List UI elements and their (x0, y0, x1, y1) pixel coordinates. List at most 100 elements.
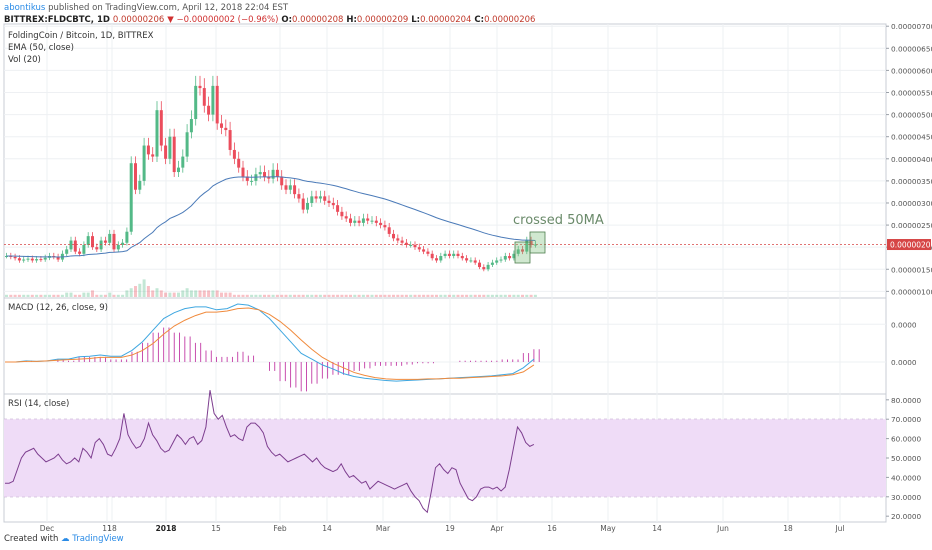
price-tick-label: 0.00000450 (891, 133, 932, 142)
candle-body (207, 105, 211, 115)
price-tick-label: 0.00000600 (891, 66, 932, 75)
volume-bars (5, 279, 537, 297)
candle-body (314, 196, 318, 199)
candle-body (17, 258, 21, 261)
candle-body (288, 185, 292, 190)
volume-bar (336, 294, 340, 297)
candle-body (215, 85, 219, 124)
candle-body (146, 145, 150, 155)
rsi-line (5, 390, 535, 514)
candle-body (452, 253, 456, 257)
volume-bar (9, 294, 13, 297)
rsi-pane-title: RSI (14, close) (8, 399, 69, 409)
candle-body (39, 259, 43, 261)
volume-bar (237, 294, 241, 297)
volume-bar (525, 294, 529, 297)
volume-bar (275, 294, 279, 297)
volume-bar (142, 279, 146, 297)
volume-bar (482, 294, 486, 297)
macd-pane-frame (3, 297, 887, 395)
volume-bar (159, 290, 163, 297)
price-tick-label: 0.00000100 (891, 287, 932, 296)
candle-body (374, 220, 378, 223)
volume-bar (465, 294, 469, 297)
volume-bar (241, 294, 245, 297)
volume-bar (400, 294, 404, 297)
volume-bar (69, 292, 73, 297)
candle-body (443, 253, 447, 257)
volume-bar (194, 290, 198, 297)
candle-body (357, 220, 361, 223)
candle-body (521, 249, 524, 252)
volume-bar (478, 294, 481, 297)
candle-body (396, 238, 400, 241)
volume-bar (65, 292, 69, 297)
y-axis-labels: 0.00000700 0.00000650 0.00000600 0.00000550… (886, 22, 932, 521)
time-tick-label: Dec (40, 524, 55, 533)
candle-body (306, 202, 309, 210)
time-tick-label: Jul (834, 524, 844, 533)
ticker-symbol: BITTREX:FLDCBTC, 1D (4, 15, 110, 25)
candle-body (435, 258, 438, 261)
volume-bar (121, 294, 125, 297)
candle-body (392, 233, 395, 239)
volume-bar (138, 283, 142, 297)
candle-body (172, 136, 176, 173)
volume-bar (151, 290, 155, 297)
volume-bar (155, 288, 159, 297)
author-link[interactable]: abontikus (4, 3, 46, 13)
candle-body (379, 222, 383, 226)
volume-bar (374, 294, 378, 297)
last-price-tag-label: 0.00000206 (890, 241, 932, 250)
footer: Created with ☁ TradingView (4, 534, 124, 544)
candle-body (267, 176, 271, 179)
candle-body (293, 185, 297, 195)
macd-histogram (25, 327, 540, 392)
volume-bar (349, 294, 352, 297)
candles (5, 75, 537, 272)
candle-body (99, 240, 103, 250)
volume-bar (288, 294, 292, 297)
candle-body (439, 256, 443, 261)
candle-body (168, 136, 172, 159)
time-tick-label: Mar (376, 524, 391, 533)
volume-bar (521, 294, 524, 297)
candle-body (409, 244, 413, 246)
price-tick-label: 0.00000650 (891, 44, 932, 53)
candle-body (456, 253, 460, 257)
volume-bar (30, 294, 34, 297)
candle-body (310, 196, 314, 203)
time-tick-label: 18 (783, 524, 793, 533)
candle-body (301, 198, 305, 210)
volume-bar (35, 294, 39, 297)
volume-bar (379, 294, 383, 297)
time-tick-label: 11 (102, 524, 112, 533)
volume-bar (387, 294, 391, 297)
candle-body (228, 130, 232, 150)
candle-body (56, 256, 60, 260)
high-value: 0.00000209 (356, 15, 409, 25)
volume-bar (263, 294, 266, 297)
candle-body (91, 236, 94, 248)
volume-bar (340, 294, 344, 297)
volume-bar (366, 294, 370, 297)
price-pane-title: FoldingCoin / Bitcoin, 1D, BITTREX (8, 31, 154, 41)
rsi-tick-label: 70.0000 (891, 415, 922, 424)
volume-legend: Vol (20) (8, 55, 41, 65)
candle-body (478, 262, 481, 268)
volume-bar (486, 294, 490, 297)
volume-bar (116, 294, 120, 297)
volume-bar (43, 294, 47, 297)
tradingview-logo[interactable]: ☁ TradingView (61, 534, 124, 544)
candle-body (263, 172, 266, 177)
time-tick-label: 18 (107, 524, 117, 533)
volume-bar (82, 292, 86, 297)
volume-bar (198, 290, 202, 297)
volume-bar (26, 294, 30, 297)
candle-body (138, 180, 142, 190)
candle-body (181, 156, 185, 168)
candle-body (417, 247, 421, 250)
volume-bar (267, 294, 271, 297)
